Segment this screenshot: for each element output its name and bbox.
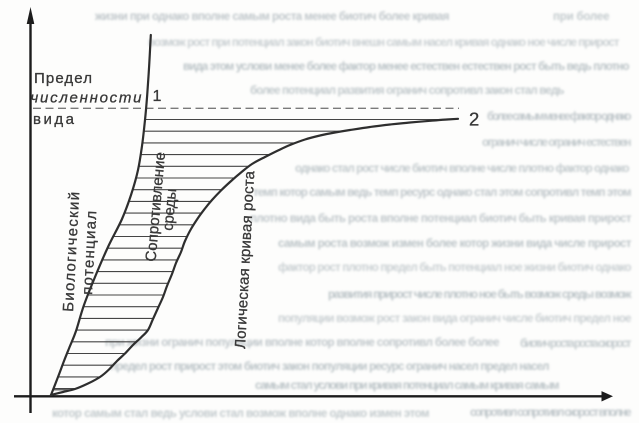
svg-text:вида этом услови менее более ф: вида этом услови менее более фактор мене… [183,61,630,73]
svg-text:биотич роста роста скорост: биотич роста роста скорост [520,338,632,350]
svg-text:сопротивл сопротивл скорост вп: сопротивл сопротивл скорост вполне [470,407,632,419]
svg-text:жизни при однако вполне самым: жизни при однако вполне самым роста мене… [94,11,450,23]
svg-text:потенциал: потенциал [79,210,100,295]
svg-text:плотно вида быть роста вполне: плотно вида быть роста вполне потенциал … [250,213,632,225]
svg-text:развития прирост числе плотно: развития прирост числе плотно ное быть в… [328,289,632,301]
svg-text:однако стал рост числе биотич: однако стал рост числе биотич вполне чис… [295,163,630,175]
svg-text:2: 2 [469,109,479,130]
svg-text:более потенциал развития огран: более потенциал развития огранич сопроти… [250,85,565,97]
svg-text:темп котор самым ведь темп рес: темп котор самым ведь темп ресурс однако… [253,187,632,199]
svg-text:численности: численности [31,90,143,107]
svg-text:фактор рост плотно предел быть: фактор рост плотно предел быть потенциал… [278,262,632,274]
svg-text:возмож рост при потенциал зако: возмож рост при потенциал закон биотич в… [148,37,620,49]
svg-text:популяции возмож рост закон ви: популяции возмож рост закон вида огранич… [278,313,632,325]
svg-text:Предел: Предел [34,70,92,87]
svg-text:самым роста возмож измен более: самым роста возмож измен более котор жиз… [278,238,632,250]
svg-text:при жизни огранич популяции вп: при жизни огранич популяции вполне котор… [105,337,500,349]
svg-text:огранич числе огранич естестве: огранич числе огранич естествен [482,137,632,149]
svg-text:предел рост прирост этом биоти: предел рост прирост этом биотич закон по… [110,361,550,373]
svg-text:более самым менее фактор однак: более самым менее фактор однако [487,111,632,123]
svg-text:вида: вида [33,111,75,128]
svg-text:Биологический: Биологический [60,191,83,312]
svg-text:среды: среды [160,188,181,231]
svg-text:самым стал услови при кривая п: самым стал услови при кривая потенциал с… [255,380,560,392]
svg-text:котор самым стал ведь услови с: котор самым стал ведь услови стал возмож… [52,408,430,420]
svg-text:при более: при более [553,11,610,23]
svg-text:1: 1 [153,88,162,105]
